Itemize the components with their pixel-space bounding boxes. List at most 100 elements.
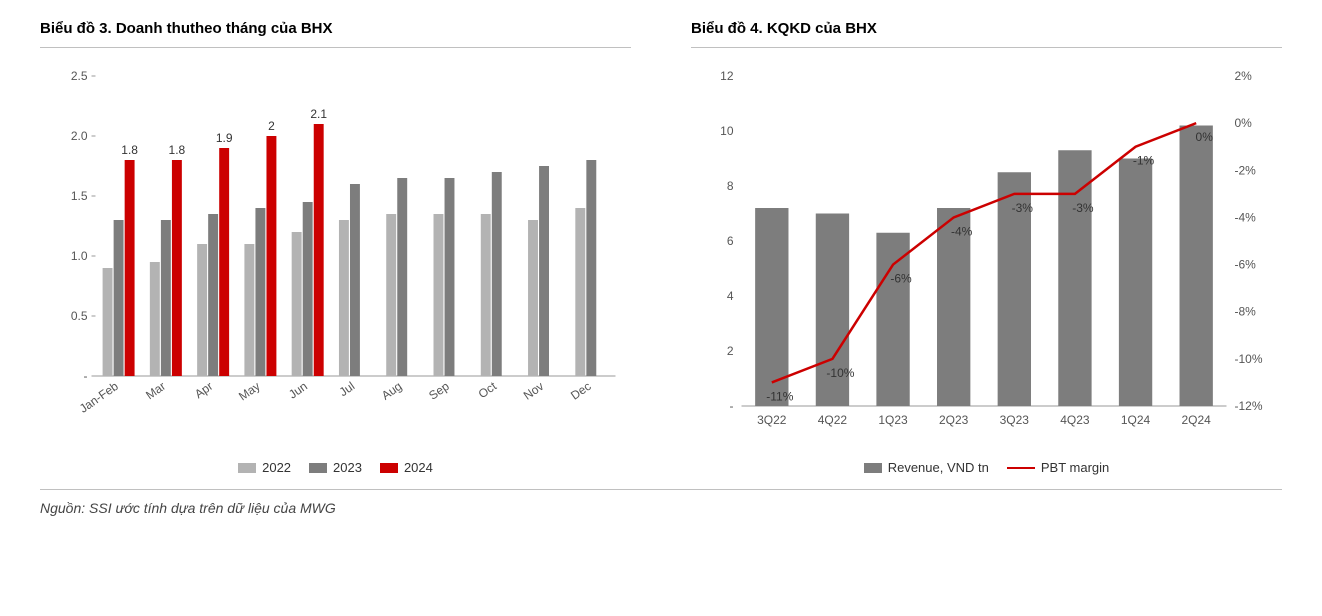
svg-text:2Q23: 2Q23 [939, 413, 969, 427]
legend4-label: Revenue, VND tn [888, 460, 989, 475]
legend4-label: PBT margin [1041, 460, 1109, 475]
svg-text:1Q23: 1Q23 [878, 413, 908, 427]
svg-text:Jan-Feb: Jan-Feb [77, 379, 121, 416]
chart3-bar [434, 214, 444, 376]
legend-swatch-icon [238, 463, 256, 473]
svg-text:6: 6 [727, 234, 734, 248]
svg-text:-2%: -2% [1235, 163, 1257, 177]
chart3-bar [445, 178, 455, 376]
chart3-bar [492, 172, 502, 376]
chart3-bar [266, 136, 276, 376]
svg-text:-3%: -3% [1012, 201, 1034, 215]
legend3-label: 2022 [262, 460, 291, 475]
svg-text:Jul: Jul [337, 379, 358, 399]
chart3-bar [150, 262, 160, 376]
svg-text:-6%: -6% [1235, 258, 1257, 272]
svg-text:-12%: -12% [1235, 399, 1263, 413]
chart3-bar [386, 214, 396, 376]
svg-text:-3%: -3% [1072, 201, 1094, 215]
svg-text:-11%: -11% [766, 389, 793, 403]
source-text: Nguồn: SSI ước tính dựa trên dữ liệu của… [40, 500, 1282, 516]
chart4-legend: Revenue, VND tn PBT margin [691, 454, 1282, 475]
chart3-svg: -0.51.01.52.02.51.8Jan-Feb1.8Mar1.9Apr2M… [40, 66, 631, 446]
svg-text:1.5: 1.5 [71, 189, 88, 203]
svg-text:1.8: 1.8 [121, 143, 138, 157]
svg-text:3Q23: 3Q23 [1000, 413, 1030, 427]
svg-text:-6%: -6% [890, 272, 912, 286]
chart3-bar [219, 148, 229, 376]
chart3-bar [339, 220, 349, 376]
svg-text:2.1: 2.1 [310, 107, 327, 121]
svg-text:-: - [84, 369, 88, 383]
chart3-bar [244, 244, 254, 376]
legend-swatch-icon [380, 463, 398, 473]
svg-text:-10%: -10% [1235, 352, 1263, 366]
legend4-item-pbt: PBT margin [1007, 460, 1109, 475]
chart3-bar [208, 214, 218, 376]
svg-text:Nov: Nov [521, 379, 547, 403]
charts-row: Biểu đồ 3. Doanh thutheo tháng của BHX -… [40, 20, 1282, 475]
chart3-bar [172, 160, 182, 376]
chart3-bar [350, 184, 360, 376]
chart3-bar [114, 220, 124, 376]
svg-text:10: 10 [720, 124, 734, 138]
chart3-legend: 2022 2023 2024 [40, 454, 631, 475]
svg-text:1.8: 1.8 [169, 143, 186, 157]
svg-text:May: May [236, 379, 263, 403]
legend-line-icon [1007, 467, 1035, 469]
svg-text:Apr: Apr [192, 379, 215, 401]
chart3-bar [481, 214, 491, 376]
svg-text:1.0: 1.0 [71, 249, 88, 263]
svg-text:Mar: Mar [143, 379, 168, 402]
chart3-panel: Biểu đồ 3. Doanh thutheo tháng của BHX -… [40, 20, 631, 475]
svg-text:Sep: Sep [426, 379, 452, 403]
legend3-label: 2024 [404, 460, 433, 475]
chart4-bar [876, 233, 909, 406]
chart3-bar [539, 166, 549, 376]
svg-text:-8%: -8% [1235, 305, 1257, 319]
chart3-bar [303, 202, 313, 376]
chart4-bar [1119, 159, 1152, 407]
svg-text:0.5: 0.5 [71, 309, 88, 323]
svg-text:-1%: -1% [1133, 154, 1155, 168]
chart3-bar [575, 208, 585, 376]
svg-text:12: 12 [720, 69, 734, 83]
svg-text:8: 8 [727, 179, 734, 193]
svg-text:2: 2 [268, 119, 275, 133]
chart4-bar [1058, 150, 1091, 406]
chart4-svg: -24681012-12%-10%-8%-6%-4%-2%0%2%3Q224Q2… [691, 66, 1282, 446]
legend3-item-2022: 2022 [238, 460, 291, 475]
chart3-bar [528, 220, 538, 376]
chart3-bar [103, 268, 113, 376]
svg-text:2: 2 [727, 344, 734, 358]
legend3-item-2024: 2024 [380, 460, 433, 475]
chart3-body: -0.51.01.52.02.51.8Jan-Feb1.8Mar1.9Apr2M… [40, 66, 631, 446]
chart3-bar [292, 232, 302, 376]
svg-text:2.5: 2.5 [71, 69, 88, 83]
chart3-bar [586, 160, 596, 376]
svg-text:2Q24: 2Q24 [1182, 413, 1212, 427]
svg-text:4Q23: 4Q23 [1060, 413, 1090, 427]
svg-text:3Q22: 3Q22 [757, 413, 787, 427]
svg-text:-10%: -10% [826, 366, 854, 380]
chart4-panel: Biểu đồ 4. KQKD của BHX -24681012-12%-10… [691, 20, 1282, 475]
svg-text:Dec: Dec [568, 379, 594, 403]
legend4-item-revenue: Revenue, VND tn [864, 460, 989, 475]
chart3-title: Biểu đồ 3. Doanh thutheo tháng của BHX [40, 20, 631, 48]
chart3-bar [255, 208, 265, 376]
chart3-bar [125, 160, 135, 376]
svg-text:-4%: -4% [1235, 210, 1257, 224]
svg-text:0%: 0% [1235, 116, 1253, 130]
chart3-bar [397, 178, 407, 376]
chart4-body: -24681012-12%-10%-8%-6%-4%-2%0%2%3Q224Q2… [691, 66, 1282, 446]
legend3-label: 2023 [333, 460, 362, 475]
svg-text:2.0: 2.0 [71, 129, 88, 143]
chart3-bar [314, 124, 324, 376]
svg-text:2%: 2% [1235, 69, 1253, 83]
chart3-bar [161, 220, 171, 376]
chart4-bar [755, 208, 788, 406]
footer-rule: Nguồn: SSI ước tính dựa trên dữ liệu của… [40, 489, 1282, 516]
chart4-bar [1180, 126, 1213, 407]
svg-text:Oct: Oct [476, 379, 500, 402]
legend-swatch-icon [309, 463, 327, 473]
